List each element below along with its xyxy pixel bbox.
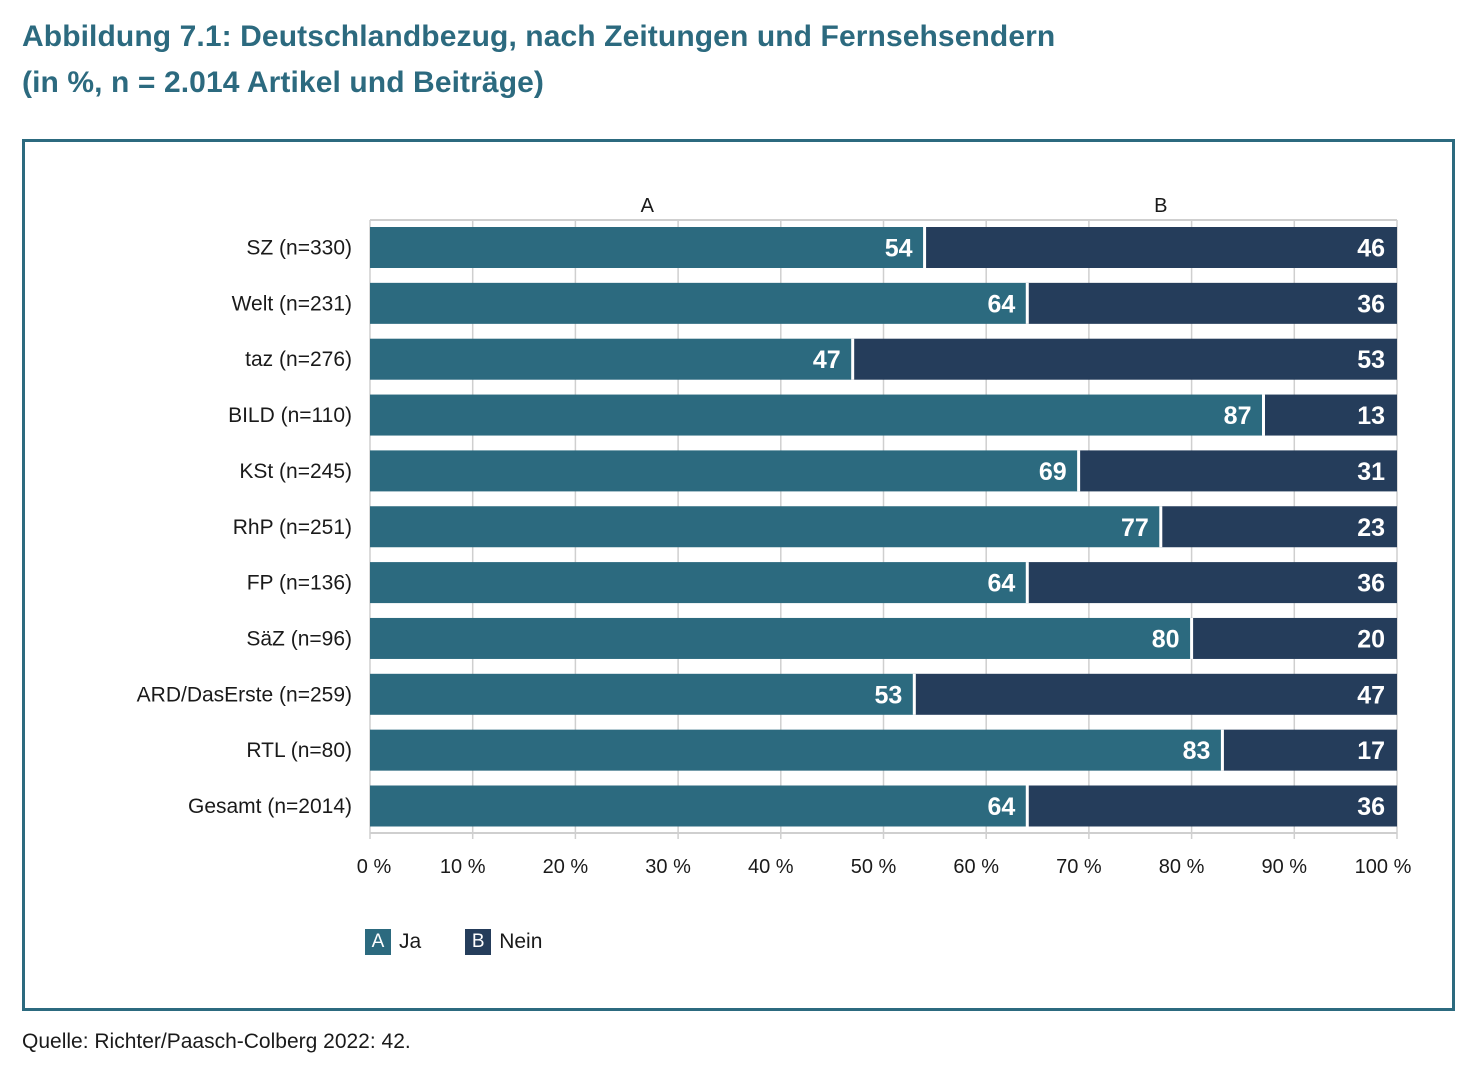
value-label-nein-gesamt-n-2014: 36: [1357, 793, 1385, 821]
value-label-ja-ard-daserste-n-259: 53: [874, 681, 902, 709]
bar-ja-rtl-n-80: [370, 729, 1223, 771]
bar-nein-taz-n-276: [852, 338, 1397, 380]
x-tick-label: 60 %: [953, 856, 999, 878]
value-label-nein-rtl-n-80: 17: [1357, 737, 1385, 765]
title-line-2: (in %, n = 2.014 Artikel und Beiträge): [22, 66, 544, 99]
category-label-bild-n-110: BILD (n=110): [228, 404, 352, 427]
legend-label-nein: Nein: [499, 930, 543, 953]
value-label-nein-s-z-n-96: 20: [1357, 625, 1385, 653]
category-label-ard-daserste-n-259: ARD/DasErste (n=259): [137, 683, 352, 706]
bar-nein-gesamt-n-2014: [1027, 785, 1397, 827]
bar-ja-bild-n-110: [370, 394, 1264, 436]
bar-nein-rtl-n-80: [1222, 729, 1397, 771]
value-label-nein-sz-n-330: 46: [1357, 235, 1385, 263]
bar-ja-fp-n-136: [370, 562, 1028, 604]
legend-swatch-nein: B: [465, 929, 492, 955]
value-label-ja-rhp-n-251: 77: [1121, 514, 1149, 542]
value-label-ja-welt-n-231: 64: [987, 290, 1015, 318]
legend-item-ja: A Ja: [365, 929, 421, 955]
value-label-ja-rtl-n-80: 83: [1183, 737, 1211, 765]
value-label-ja-bild-n-110: 87: [1224, 402, 1252, 430]
bar-ja-gesamt-n-2014: [370, 785, 1028, 827]
legend-label-ja: Ja: [399, 930, 422, 953]
bar-ja-welt-n-231: [370, 282, 1028, 324]
bar-nein-bild-n-110: [1263, 394, 1397, 436]
value-label-ja-gesamt-n-2014: 64: [987, 793, 1015, 821]
bar-ja-ard-daserste-n-259: [370, 673, 915, 715]
x-tick-label: 0 %: [357, 856, 392, 878]
bar-ja-taz-n-276: [370, 338, 853, 380]
x-tick-label: 80 %: [1159, 856, 1205, 878]
bar-nein-fp-n-136: [1027, 562, 1397, 604]
x-tick-label: 90 %: [1262, 856, 1308, 878]
category-label-rhp-n-251: RhP (n=251): [233, 516, 352, 539]
chart-frame: 0 % 10 % 20 % 30 % 40 % 50 % 60 % 70 % 80 % 90 % 1…: [22, 139, 1455, 1011]
bar-nein-sz-n-330: [924, 227, 1397, 268]
x-tick-label: 50 %: [851, 856, 897, 878]
bar-ja-s-z-n-96: [370, 617, 1192, 659]
legend-item-nein: B Nein: [465, 929, 542, 955]
value-label-ja-s-z-n-96: 80: [1152, 625, 1180, 653]
bar-nein-ard-daserste-n-259: [914, 673, 1397, 715]
category-label-rtl-n-80: RTL (n=80): [246, 739, 352, 762]
bar-ja-kst-n-245: [370, 450, 1079, 492]
value-label-nein-taz-n-276: 53: [1357, 346, 1385, 374]
stacked-bar-chart: 0 % 10 % 20 % 30 % 40 % 50 % 60 % 70 % 80 % 90 % 1…: [137, 195, 1412, 878]
value-label-ja-fp-n-136: 64: [987, 570, 1015, 598]
category-label-taz-n-276: taz (n=276): [245, 348, 352, 371]
value-label-ja-kst-n-245: 69: [1039, 458, 1067, 486]
category-label-sz-n-330: SZ (n=330): [246, 237, 352, 260]
value-label-ja-taz-n-276: 47: [813, 346, 841, 374]
x-tick-label: 100 %: [1355, 856, 1412, 878]
value-label-nein-kst-n-245: 31: [1357, 458, 1385, 486]
bar-ja-sz-n-330: [370, 227, 925, 268]
category-label-fp-n-136: FP (n=136): [247, 572, 352, 595]
category-label-gesamt-n-2014: Gesamt (n=2014): [188, 795, 352, 818]
value-label-nein-fp-n-136: 36: [1357, 570, 1385, 598]
x-tick-label: 30 %: [645, 856, 691, 878]
series-key-b: B: [1154, 195, 1167, 217]
category-label-s-z-n-96: SäZ (n=96): [246, 627, 352, 650]
value-label-nein-rhp-n-251: 23: [1357, 514, 1385, 542]
bar-ja-rhp-n-251: [370, 506, 1161, 548]
series-key-a: A: [641, 195, 655, 217]
chart-title: Abbildung 7.1: Deutschlandbezug, nach Ze…: [22, 14, 1055, 106]
title-line-1: Abbildung 7.1: Deutschlandbezug, nach Ze…: [22, 20, 1056, 53]
value-label-nein-welt-n-231: 36: [1357, 290, 1385, 318]
x-tick-label: 40 %: [748, 856, 794, 878]
bar-nein-s-z-n-96: [1191, 617, 1397, 659]
x-tick-label: 10 %: [440, 856, 486, 878]
x-tick-label: 70 %: [1056, 856, 1102, 878]
value-label-nein-bild-n-110: 13: [1357, 402, 1385, 430]
value-label-ja-sz-n-330: 54: [885, 235, 913, 263]
x-tick-label: 20 %: [543, 856, 589, 878]
source-note: Quelle: Richter/Paasch-Colberg 2022: 42.: [22, 1030, 411, 1053]
bar-nein-kst-n-245: [1078, 450, 1397, 492]
bar-nein-rhp-n-251: [1160, 506, 1397, 548]
value-label-nein-ard-daserste-n-259: 47: [1357, 681, 1385, 709]
legend: A Ja B Nein: [365, 929, 586, 955]
category-label-kst-n-245: KSt (n=245): [239, 460, 352, 483]
legend-swatch-ja: A: [365, 929, 391, 955]
bar-nein-welt-n-231: [1027, 282, 1397, 324]
category-label-welt-n-231: Welt (n=231): [232, 292, 352, 315]
